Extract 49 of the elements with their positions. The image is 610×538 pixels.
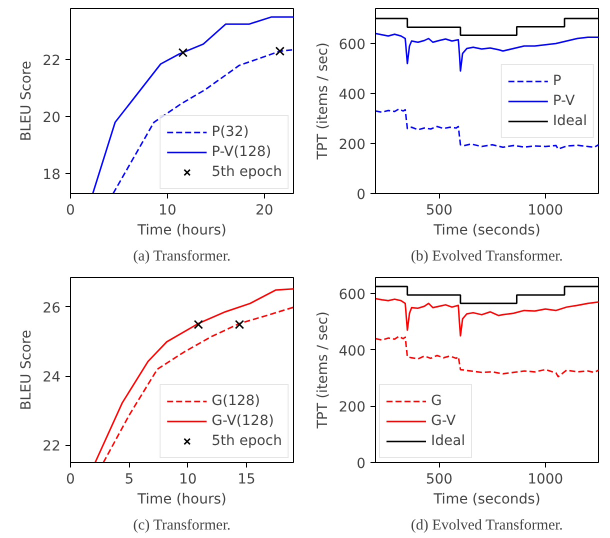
x-axis-title: Time (hours): [136, 222, 226, 238]
x-tick-label: 500: [426, 472, 453, 488]
y-tick-label: 200: [338, 137, 366, 153]
x-tick-label: 500: [426, 202, 453, 218]
text: (d) Evolved Transformer.: [410, 518, 563, 534]
x-axis-title: Time (seconds): [432, 492, 540, 508]
x-tick-label: 1000: [528, 202, 564, 218]
legend-label: G-V: [431, 413, 456, 429]
y-tick-label: 600: [338, 287, 366, 304]
legend-label: P: [552, 72, 562, 88]
y-tick-label: 400: [338, 87, 366, 103]
x-tick-label: 15: [238, 472, 256, 488]
legend-label: P(32): [212, 124, 249, 140]
legend-label: 5th epoch: [212, 164, 282, 180]
y-tick-label: 0: [356, 187, 366, 203]
y-tick-label: 20: [42, 110, 61, 126]
y-axis-title: TPT (items / sec): [314, 42, 331, 161]
x-axis-title: Time (hours): [136, 492, 226, 508]
x-tick-label: 10: [178, 472, 197, 488]
y-tick-label: 26: [42, 300, 61, 316]
x-axis-title: Time (seconds): [432, 222, 540, 238]
x-tick-label: 1000: [528, 472, 564, 488]
x-tick-label: 10: [158, 202, 176, 218]
legend-label: G-V(128): [212, 413, 274, 429]
legend-label: Ideal: [431, 433, 466, 449]
legend-label: P-V: [552, 92, 575, 108]
x-tick-label: 0: [66, 472, 75, 488]
text: (c) Transformer.: [133, 518, 231, 534]
y-axis-title: TPT (items / sec): [314, 311, 331, 430]
x-tick-label: 20: [256, 202, 274, 218]
y-tick-label: 200: [338, 400, 366, 416]
y-tick-label: 600: [338, 37, 366, 53]
y-axis-title: BLEU Score: [18, 60, 35, 142]
text: (a) Transformer.: [133, 248, 231, 264]
y-tick-label: 0: [356, 456, 366, 472]
legend-label: G: [431, 393, 443, 409]
x-tick-label: 0: [66, 202, 75, 218]
x-tick-label: 5: [124, 472, 134, 488]
legend-label: G(128): [212, 393, 260, 409]
legend-label: 5th epoch: [212, 433, 282, 449]
y-tick-label: 24: [42, 370, 61, 386]
legend-label: Ideal: [552, 112, 587, 128]
y-axis-title: BLEU Score: [18, 330, 35, 410]
y-tick-label: 400: [338, 343, 366, 360]
text: (b) Evolved Transformer.: [410, 248, 563, 264]
legend-label: P-V(128): [212, 144, 272, 160]
y-tick-label: 18: [42, 167, 61, 184]
y-tick-label: 22: [42, 438, 61, 455]
y-tick-label: 22: [42, 53, 61, 70]
